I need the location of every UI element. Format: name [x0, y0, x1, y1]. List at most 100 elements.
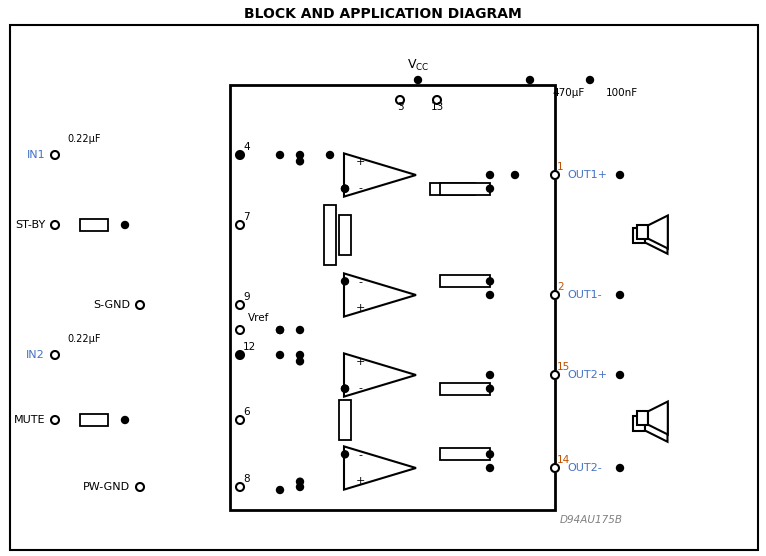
Circle shape	[342, 385, 349, 392]
Circle shape	[342, 385, 349, 392]
Text: OUT1+: OUT1+	[567, 170, 607, 180]
Text: 4: 4	[243, 142, 250, 152]
Bar	[339, 400, 351, 440]
Polygon shape	[344, 446, 416, 490]
Bar	[440, 448, 490, 460]
Circle shape	[236, 151, 244, 159]
Circle shape	[136, 483, 144, 491]
Text: BLOCK AND APPLICATION DIAGRAM: BLOCK AND APPLICATION DIAGRAM	[244, 7, 522, 21]
Polygon shape	[645, 216, 667, 254]
Circle shape	[486, 451, 493, 458]
Circle shape	[617, 291, 624, 299]
Text: +: +	[355, 475, 365, 485]
Text: OUT1-: OUT1-	[567, 290, 601, 300]
Bar	[80, 219, 108, 231]
Bar	[430, 183, 475, 195]
Circle shape	[551, 171, 559, 179]
Text: -: -	[358, 383, 362, 393]
Circle shape	[326, 151, 333, 158]
Text: IN2: IN2	[26, 350, 45, 360]
Circle shape	[51, 416, 59, 424]
Text: 1: 1	[557, 162, 564, 172]
Circle shape	[277, 326, 283, 334]
Circle shape	[296, 358, 303, 365]
Text: 8: 8	[243, 474, 250, 484]
Text: 15: 15	[557, 362, 570, 372]
Circle shape	[342, 185, 349, 192]
Circle shape	[342, 185, 349, 192]
Polygon shape	[648, 216, 668, 249]
Circle shape	[296, 326, 303, 334]
Text: 14: 14	[557, 455, 570, 465]
Text: -: -	[358, 277, 362, 287]
Circle shape	[617, 371, 624, 379]
Circle shape	[236, 416, 244, 424]
Text: 7: 7	[243, 212, 250, 222]
Circle shape	[433, 96, 441, 104]
Circle shape	[486, 464, 493, 471]
Text: V$_{\rm CC}$: V$_{\rm CC}$	[407, 57, 429, 72]
Circle shape	[486, 371, 493, 379]
Circle shape	[136, 301, 144, 309]
Text: OUT2+: OUT2+	[567, 370, 607, 380]
Circle shape	[237, 351, 244, 359]
Text: Vref: Vref	[248, 313, 270, 323]
Polygon shape	[344, 274, 416, 316]
Bar	[633, 227, 645, 242]
Bar	[633, 415, 645, 430]
Circle shape	[277, 151, 283, 158]
Circle shape	[486, 291, 493, 299]
Text: 12: 12	[243, 342, 257, 352]
Text: 13: 13	[430, 102, 444, 112]
Circle shape	[486, 185, 493, 192]
Bar	[230, 85, 555, 510]
Circle shape	[551, 464, 559, 472]
Circle shape	[414, 77, 421, 83]
Bar	[440, 183, 490, 195]
Text: -: -	[358, 182, 362, 192]
Bar	[637, 411, 648, 425]
Circle shape	[51, 221, 59, 229]
Bar	[324, 205, 336, 265]
Text: +: +	[355, 358, 365, 368]
Circle shape	[51, 351, 59, 359]
Circle shape	[551, 291, 559, 299]
Polygon shape	[645, 404, 667, 442]
Text: 6: 6	[243, 407, 250, 417]
Circle shape	[237, 151, 244, 158]
Text: IN1: IN1	[26, 150, 45, 160]
Circle shape	[617, 464, 624, 471]
Bar	[637, 225, 648, 239]
Text: PW-GND: PW-GND	[83, 482, 130, 492]
Bar	[440, 383, 490, 395]
Circle shape	[512, 171, 519, 178]
Circle shape	[277, 351, 283, 359]
Circle shape	[396, 96, 404, 104]
Circle shape	[122, 221, 129, 229]
Circle shape	[526, 77, 533, 83]
Circle shape	[51, 151, 59, 159]
Circle shape	[122, 416, 129, 424]
Text: ST-BY: ST-BY	[15, 220, 45, 230]
Circle shape	[296, 151, 303, 158]
Circle shape	[277, 486, 283, 494]
Text: 9: 9	[243, 292, 250, 302]
Polygon shape	[344, 354, 416, 396]
Text: D94AU175B: D94AU175B	[560, 515, 623, 525]
Bar	[339, 215, 351, 255]
Circle shape	[236, 326, 244, 334]
Bar	[440, 275, 490, 287]
Polygon shape	[344, 153, 416, 197]
Circle shape	[551, 371, 559, 379]
Circle shape	[486, 278, 493, 285]
Text: 2: 2	[557, 282, 564, 292]
Circle shape	[587, 77, 594, 83]
Text: 0.22μF: 0.22μF	[67, 134, 101, 144]
Circle shape	[296, 158, 303, 165]
Circle shape	[296, 484, 303, 490]
Text: 0.22μF: 0.22μF	[67, 334, 101, 344]
Text: S-GND: S-GND	[93, 300, 130, 310]
Bar	[80, 414, 108, 426]
Circle shape	[486, 385, 493, 392]
Text: OUT2-: OUT2-	[567, 463, 602, 473]
